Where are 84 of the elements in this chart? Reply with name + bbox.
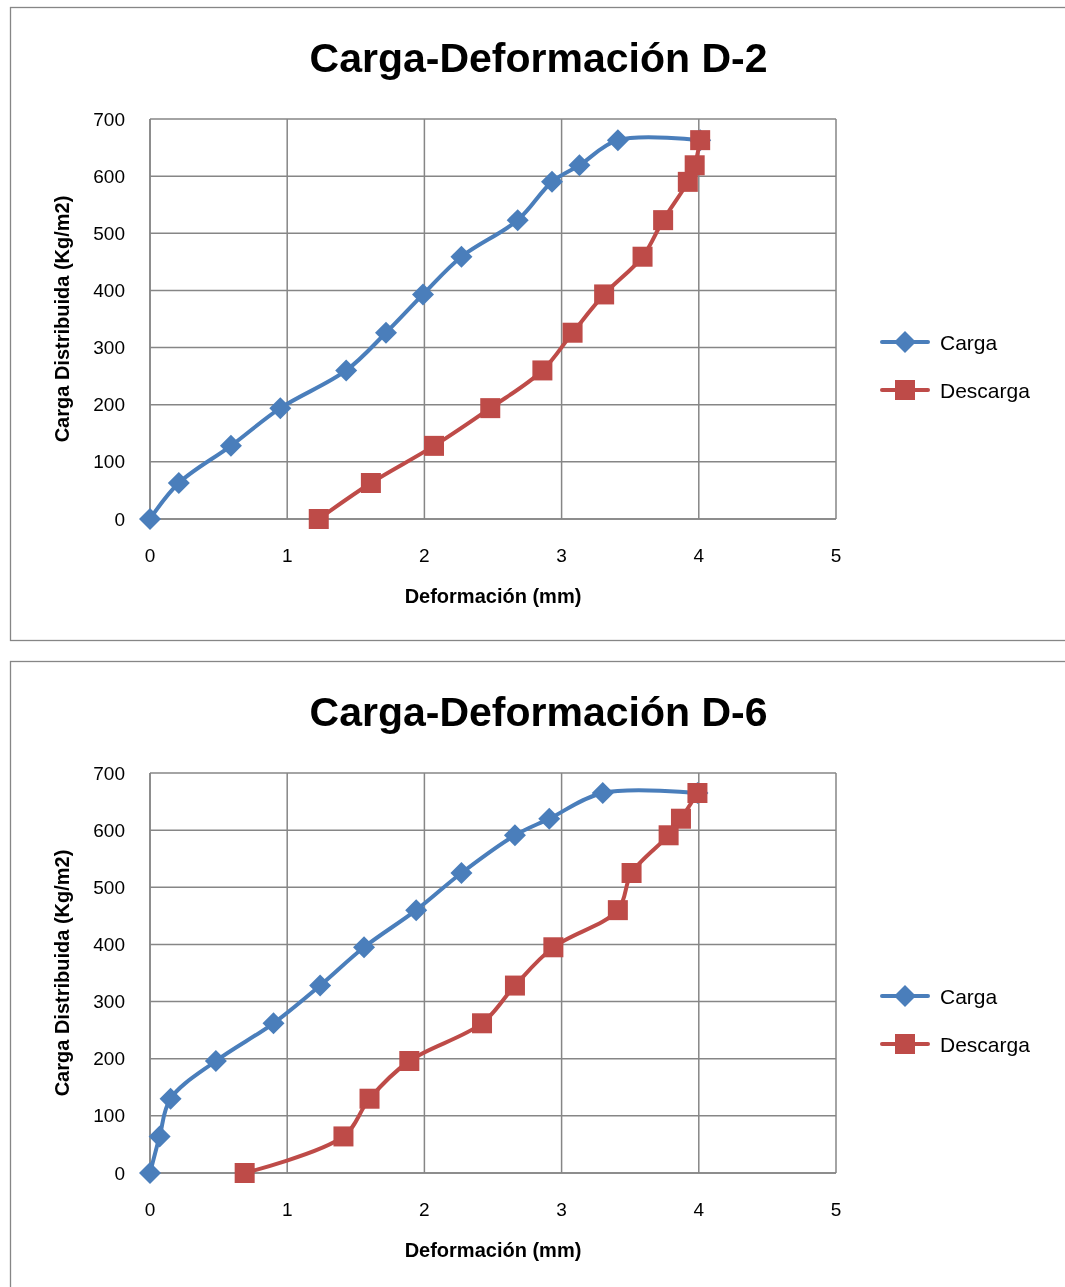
y-tick-label: 300 [93,337,125,359]
y-tick-label: 200 [93,1048,125,1070]
x-tick-label: 5 [830,1199,842,1220]
point [653,210,674,231]
x-tick-label: 4 [693,1199,705,1220]
y-tick-label: 500 [93,222,125,244]
point [450,862,473,884]
y-tick-label: 400 [93,279,125,301]
point [504,975,525,996]
y-tick-label: 700 [93,762,125,784]
point [412,283,435,306]
point [308,509,329,529]
x-tick-label: 3 [556,545,567,566]
x-tick-label: 4 [693,545,705,566]
point [480,398,501,419]
chart-title: Carga-Deformación D-2 [309,35,768,81]
point [607,900,628,921]
point [538,807,561,830]
y-tick-label: 0 [114,508,125,530]
point [562,322,583,343]
y-tick-label: 300 [93,991,125,1013]
point [568,154,591,177]
point [606,129,629,152]
point [594,284,615,305]
y-tick-label: 500 [93,876,125,898]
point [658,825,679,846]
point [269,397,292,420]
point [405,899,428,922]
y-tick-label: 100 [93,1105,125,1127]
point [167,472,190,494]
chart-title: Carga-Deformación D-6 [309,689,768,735]
point [234,1163,255,1183]
point [219,434,242,457]
x-tick-label: 1 [281,545,293,566]
x-tick-label: 5 [830,545,842,566]
point [677,171,698,192]
point [532,360,553,381]
point [472,1013,493,1034]
point [139,1162,161,1184]
y-axis-title: Carga Distribuida (Kg/m2) [51,849,73,1097]
x-axis-title: Deformación (mm) [404,585,582,607]
point [399,1051,420,1071]
point [359,1088,380,1109]
x-tick-label: 2 [419,545,430,566]
point [333,1126,354,1147]
x-tick-label: 3 [556,1199,567,1220]
point [353,936,376,959]
point [543,937,564,958]
x-tick-label: 0 [144,545,156,566]
point [309,974,332,997]
point [139,508,161,530]
point [684,155,705,176]
y-tick-label: 700 [93,108,125,130]
point [204,1050,227,1072]
y-tick-label: 0 [114,1162,125,1184]
point [503,824,526,847]
point [424,435,444,456]
point [262,1012,285,1035]
point [159,1087,182,1110]
point [148,1125,171,1148]
y-tick-label: 200 [93,394,125,416]
point [621,863,642,883]
y-tick-label: 400 [93,933,125,955]
point [670,808,691,829]
point [541,170,563,193]
point [450,245,473,268]
x-tick-label: 0 [144,1199,156,1220]
legend-label: Carga [940,330,998,354]
y-tick-label: 100 [93,451,125,473]
point [360,473,381,493]
legend-label: Descarga [940,378,1031,402]
point [506,209,529,232]
x-tick-label: 1 [281,1199,293,1220]
y-axis-title: Carga Distribuida (Kg/m2) [51,195,73,443]
point [591,782,614,804]
y-tick-label: 600 [93,165,125,187]
point [335,359,358,382]
point [632,246,653,267]
x-tick-label: 2 [419,1199,430,1220]
legend-label: Descarga [940,1032,1031,1056]
point [374,321,397,344]
x-axis-title: Deformación (mm) [404,1239,582,1261]
legend-label: Carga [940,984,998,1008]
y-tick-label: 600 [93,819,125,841]
